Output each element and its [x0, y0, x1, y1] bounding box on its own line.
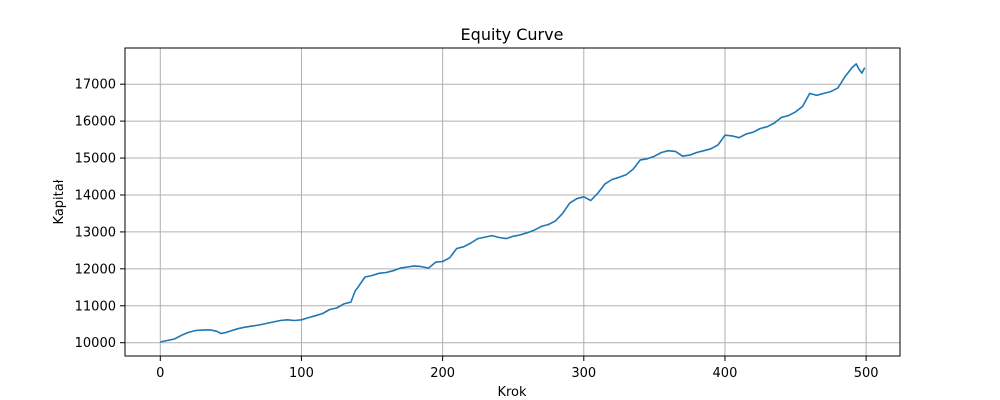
y-axis: 10000 11000 12000 13000 14000 15000 16000 17000: [75, 78, 125, 351]
x-axis: 0 100 200 300 400 500: [156, 356, 879, 381]
plot-area: [125, 48, 900, 356]
series-layer: [160, 63, 866, 343]
y-tick-label: 12000: [75, 262, 116, 277]
y-tick-label: 10000: [75, 336, 116, 351]
x-tick-label: 500: [854, 366, 879, 381]
equity-line-series-0: [160, 63, 866, 343]
y-tick-label: 17000: [75, 78, 116, 93]
chart-title: Equity Curve: [461, 25, 564, 44]
x-tick-label: 200: [430, 366, 455, 381]
y-tick-label: 11000: [75, 299, 116, 314]
y-tick-label: 13000: [75, 225, 116, 240]
y-tick-label: 14000: [75, 188, 116, 203]
x-tick-label: 100: [289, 366, 314, 381]
plot-frame: [124, 47, 901, 357]
y-axis-label: Kapitał: [52, 179, 67, 224]
x-axis-label: Krok: [497, 385, 527, 400]
x-tick-label: 400: [713, 366, 738, 381]
y-tick-label: 15000: [75, 152, 116, 167]
y-tick-label: 16000: [75, 115, 116, 130]
x-tick-label: 0: [156, 366, 164, 381]
x-tick-label: 300: [571, 366, 596, 381]
grid: [125, 48, 900, 356]
